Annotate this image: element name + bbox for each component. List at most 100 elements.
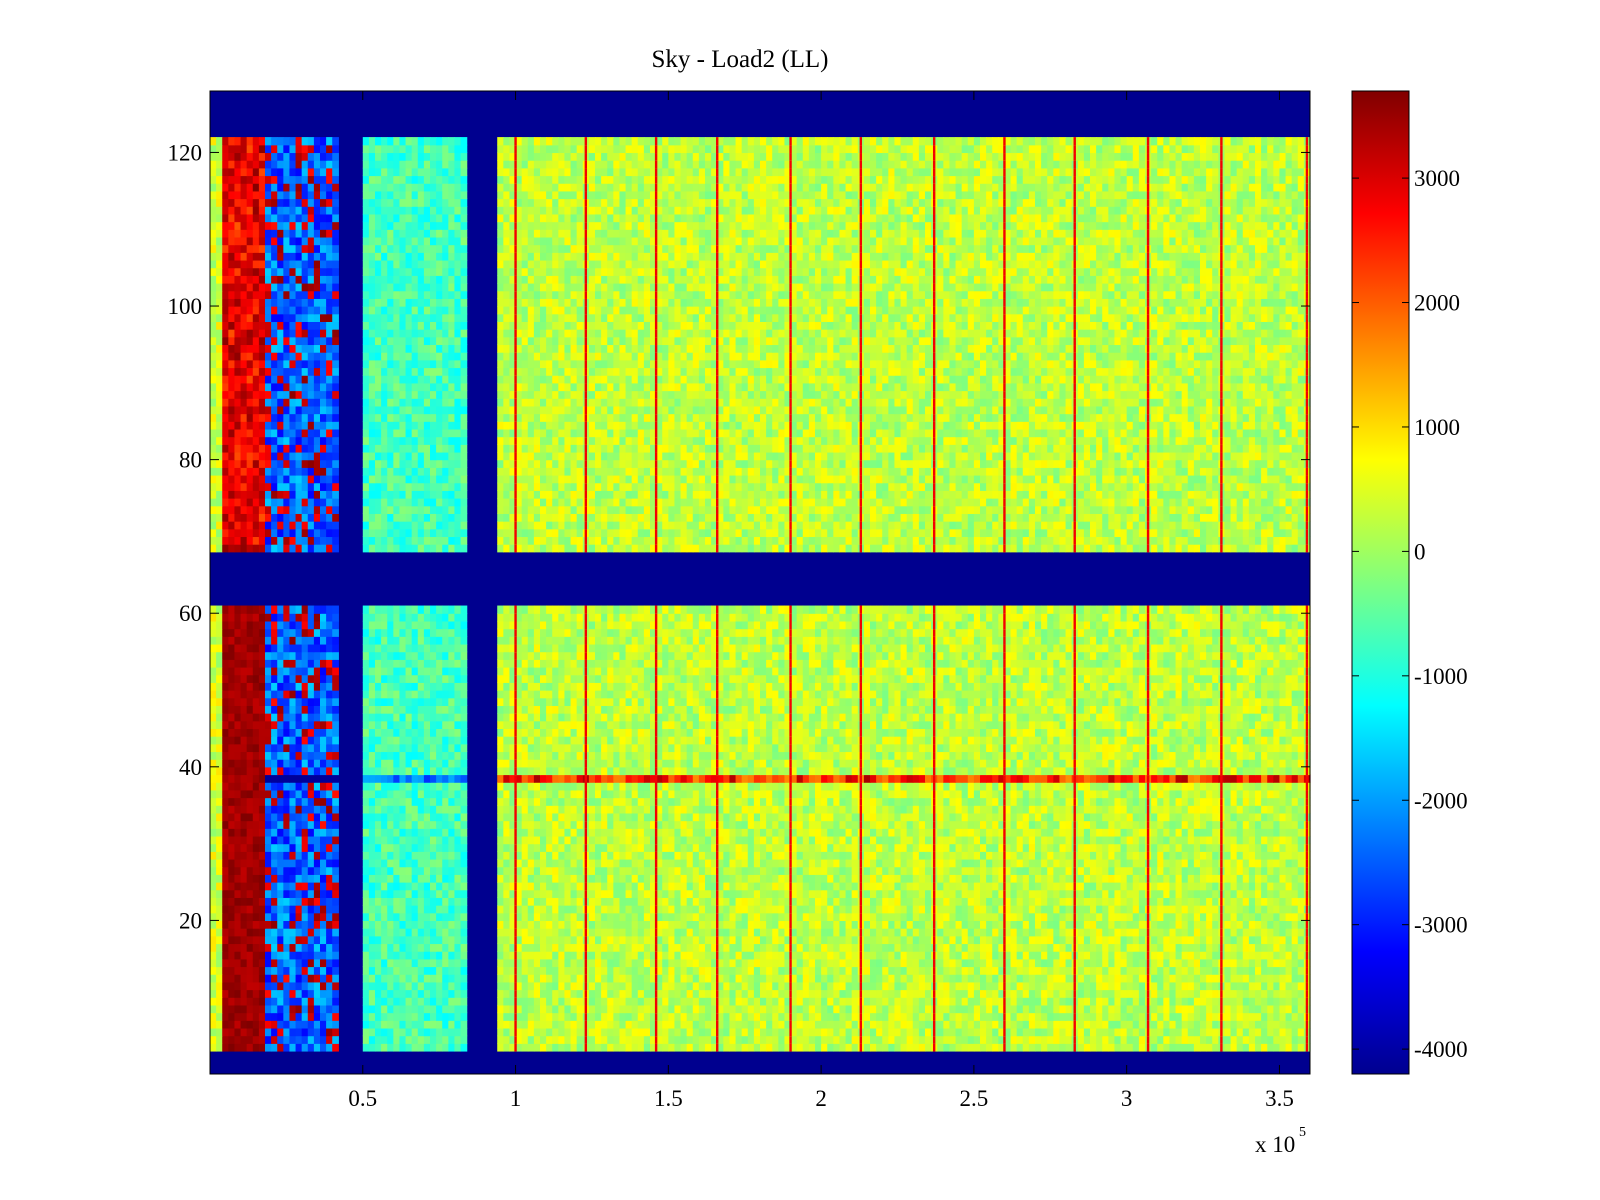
heatmap-cell bbox=[1017, 928, 1024, 936]
heatmap-cell bbox=[980, 936, 987, 944]
heatmap-cell bbox=[1011, 974, 1018, 982]
heatmap-cell bbox=[760, 928, 767, 936]
heatmap-cell bbox=[882, 890, 889, 898]
heatmap-cell bbox=[809, 920, 816, 928]
heatmap-cell bbox=[607, 943, 614, 951]
heatmap-cell bbox=[369, 990, 376, 998]
heatmap-cell bbox=[369, 844, 376, 852]
heatmap-cell bbox=[1169, 959, 1176, 967]
heatmap-cell bbox=[1231, 1013, 1238, 1021]
heatmap-cell bbox=[644, 913, 651, 921]
heatmap-cell bbox=[1273, 974, 1280, 982]
heatmap-cell bbox=[974, 974, 981, 982]
heatmap-cell bbox=[827, 959, 834, 967]
heatmap-cell bbox=[289, 1043, 296, 1051]
heatmap-cell bbox=[1298, 974, 1305, 982]
heatmap-cell bbox=[778, 959, 785, 967]
heatmap-cell bbox=[1078, 928, 1085, 936]
heatmap-cell bbox=[687, 844, 694, 852]
stripe-cell bbox=[716, 897, 718, 905]
heatmap-cell bbox=[968, 1043, 975, 1051]
heatmap-cell bbox=[1139, 897, 1146, 905]
heatmap-cell bbox=[332, 867, 339, 875]
heatmap-cell bbox=[1237, 874, 1244, 882]
heatmap-cell bbox=[797, 882, 804, 890]
heatmap-cell bbox=[1200, 882, 1207, 890]
heatmap-cell bbox=[846, 890, 853, 898]
heatmap-cell bbox=[1023, 882, 1030, 890]
heatmap-cell bbox=[901, 1005, 908, 1013]
heatmap-cell bbox=[259, 882, 266, 890]
heatmap-cell bbox=[314, 928, 321, 936]
heatmap-cell bbox=[497, 867, 504, 875]
heatmap-cell bbox=[846, 959, 853, 967]
heatmap-cell bbox=[1267, 913, 1274, 921]
heatmap-cell bbox=[412, 867, 419, 875]
heatmap-cell bbox=[619, 851, 626, 859]
heatmap-cell bbox=[1066, 928, 1073, 936]
heatmap-cell bbox=[210, 982, 217, 990]
heatmap-cell bbox=[943, 966, 950, 974]
heatmap-cell bbox=[442, 997, 449, 1005]
heatmap-cell bbox=[1053, 1005, 1060, 1013]
heatmap-cell bbox=[1231, 1043, 1238, 1051]
heatmap-cell bbox=[1237, 882, 1244, 890]
heatmap-cell bbox=[1127, 990, 1134, 998]
heatmap-cell bbox=[461, 1013, 468, 1021]
heatmap-cell bbox=[894, 1036, 901, 1044]
stripe-cell bbox=[1306, 890, 1308, 898]
heatmap-cell bbox=[1273, 874, 1280, 882]
heatmap-cell bbox=[901, 951, 908, 959]
heatmap-cell bbox=[888, 844, 895, 852]
heatmap-cell bbox=[693, 1020, 700, 1028]
heatmap-cell bbox=[546, 897, 553, 905]
heatmap-cell bbox=[925, 874, 932, 882]
heatmap-cell bbox=[283, 1013, 290, 1021]
heatmap-cell bbox=[815, 959, 822, 967]
heatmap-cell bbox=[522, 928, 529, 936]
heatmap-cell bbox=[595, 943, 602, 951]
heatmap-cell bbox=[1059, 867, 1066, 875]
heatmap-cell bbox=[846, 1028, 853, 1036]
heatmap-cell bbox=[1041, 1043, 1048, 1051]
heatmap-cell bbox=[1047, 1005, 1054, 1013]
heatmap-cell bbox=[436, 997, 443, 1005]
heatmap-cell bbox=[693, 1028, 700, 1036]
stripe-cell bbox=[1147, 859, 1149, 867]
heatmap-cell bbox=[742, 1013, 749, 1021]
heatmap-cell bbox=[1212, 1028, 1219, 1036]
heatmap-cell bbox=[277, 997, 284, 1005]
stripe-cell bbox=[789, 936, 791, 944]
heatmap-cell bbox=[674, 905, 681, 913]
heatmap-cell bbox=[839, 951, 846, 959]
stripe-cell bbox=[1306, 867, 1308, 875]
heatmap-cell bbox=[870, 913, 877, 921]
heatmap-cell bbox=[1279, 936, 1286, 944]
heatmap-cell bbox=[399, 867, 406, 875]
heatmap-cell bbox=[772, 1020, 779, 1028]
heatmap-cell bbox=[461, 920, 468, 928]
heatmap-cell bbox=[363, 959, 370, 967]
stripe-cell bbox=[1003, 867, 1005, 875]
heatmap-cell bbox=[1267, 905, 1274, 913]
heatmap-cell bbox=[705, 990, 712, 998]
heatmap-cell bbox=[925, 936, 932, 944]
heatmap-cell bbox=[846, 1013, 853, 1021]
heatmap-cell bbox=[577, 959, 584, 967]
heatmap-cell bbox=[1029, 859, 1036, 867]
heatmap-cell bbox=[1194, 874, 1201, 882]
heatmap-cell bbox=[613, 897, 620, 905]
heatmap-cell bbox=[736, 959, 743, 967]
heatmap-cell bbox=[974, 890, 981, 898]
heatmap-cell bbox=[442, 974, 449, 982]
heatmap-cell bbox=[1047, 905, 1054, 913]
heatmap-cell bbox=[876, 844, 883, 852]
heatmap-cell bbox=[271, 1013, 278, 1021]
heatmap-cell bbox=[681, 1005, 688, 1013]
heatmap-cell bbox=[247, 936, 254, 944]
heatmap-cell bbox=[448, 905, 455, 913]
heatmap-cell bbox=[1053, 890, 1060, 898]
heatmap-cell bbox=[968, 959, 975, 967]
heatmap-cell bbox=[1078, 867, 1085, 875]
heatmap-cell bbox=[564, 905, 571, 913]
